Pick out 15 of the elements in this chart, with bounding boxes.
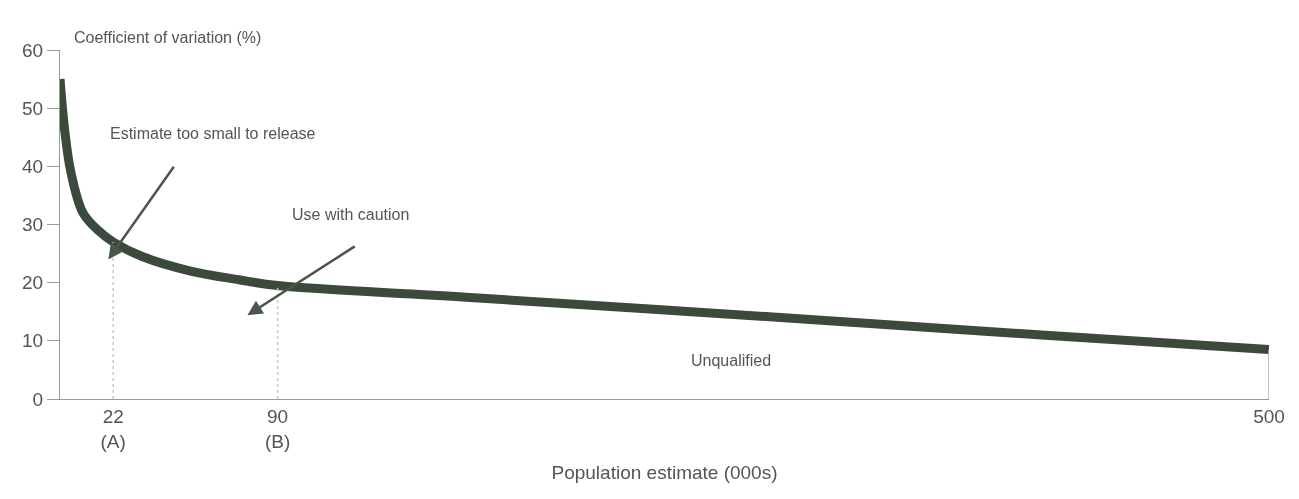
y-tick-label: 10 [22,330,44,352]
y-tick-label: 60 [22,39,44,61]
y-tick-label: 0 [32,388,44,410]
y-tick-label: 50 [22,97,44,119]
x-tick-label: 90 (B) [264,405,291,452]
x-axis-title: Population estimate (000s) [551,462,778,484]
y-tick-label: 20 [22,272,44,294]
y-tick-label: 30 [22,214,44,236]
y-axis-title: Coefficient of variation (%) [74,29,262,46]
annotation: Use with caution [292,206,410,223]
annotation: Unqualified [691,352,772,369]
x-tick-label: 500 [1253,405,1285,427]
annotation: Estimate too small to release [110,125,316,142]
y-tick-label: 40 [22,155,44,177]
x-tick-label: 22 (A) [100,405,126,452]
